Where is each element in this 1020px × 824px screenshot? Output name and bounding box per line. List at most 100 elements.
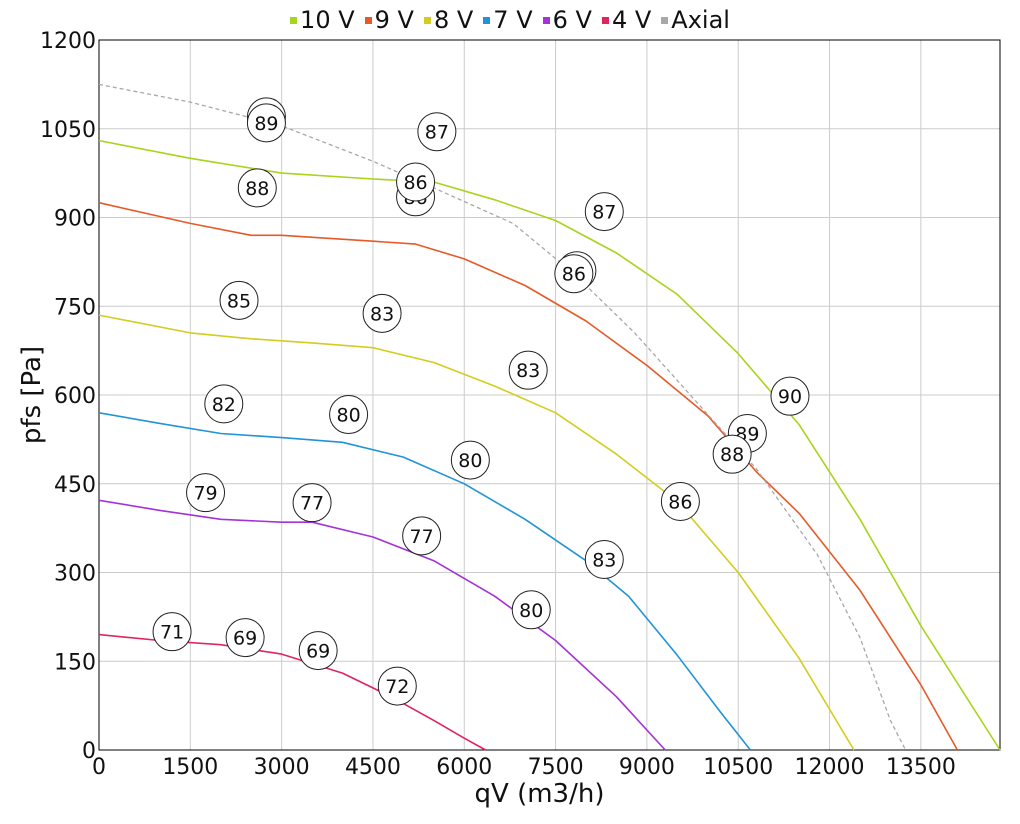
x-tick-label: 13500 (886, 755, 956, 780)
legend-item: 10 V (290, 6, 355, 34)
efficiency-label: 88 (245, 178, 269, 200)
efficiency-label: 72 (385, 676, 409, 698)
efficiency-label: 77 (300, 493, 324, 515)
efficiency-label: 71 (160, 622, 184, 644)
legend-swatch (423, 16, 431, 24)
efficiency-marker (292, 483, 332, 523)
legend-label: Axial (671, 6, 730, 34)
efficiency-label: 80 (458, 450, 482, 472)
efficiency-marker (712, 434, 752, 474)
efficiency-marker (186, 473, 226, 513)
efficiency-label: 86 (403, 172, 427, 194)
series-line-3 (98, 412, 752, 751)
efficiency-label: 88 (720, 444, 744, 466)
efficiency-marker (329, 395, 369, 435)
y-tick-label: 750 (54, 295, 96, 320)
efficiency-marker (246, 103, 286, 143)
x-tick-label: 10500 (703, 755, 773, 780)
legend-label: 7 V (493, 6, 533, 34)
legend-swatch (661, 16, 669, 24)
legend-swatch (542, 16, 550, 24)
efficiency-marker (554, 254, 594, 294)
efficiency-marker (396, 162, 436, 202)
x-tick-label: 7500 (528, 755, 584, 780)
series-line-4 (98, 499, 666, 751)
efficiency-marker (450, 440, 490, 480)
efficiency-marker (508, 350, 548, 390)
efficiency-label: 80 (337, 405, 361, 427)
legend-item: 9 V (364, 6, 414, 34)
legend-item: Axial (661, 6, 730, 34)
efficiency-marker (511, 590, 551, 630)
efficiency-label: 83 (516, 360, 540, 382)
efficiency-label: 87 (425, 122, 449, 144)
legend-item: 6 V (542, 6, 592, 34)
efficiency-label: 83 (370, 303, 394, 325)
y-axis-label: pfs [Pa] (17, 346, 47, 444)
series-line-6 (98, 83, 907, 751)
efficiency-marker (770, 376, 810, 416)
legend-label: 8 V (433, 6, 474, 34)
legend: 10 V 9 V 8 V 7 V 6 V 4 V Axial (0, 6, 1020, 34)
x-tick-label: 6000 (436, 755, 492, 780)
efficiency-marker (584, 192, 624, 232)
y-tick-label: 600 (54, 384, 96, 409)
legend-swatch (364, 16, 372, 24)
efficiency-marker (225, 618, 265, 658)
efficiency-marker (660, 482, 700, 521)
efficiency-label: 87 (592, 202, 616, 224)
legend-label: 4 V (611, 6, 652, 34)
efficiency-marker (417, 112, 457, 152)
efficiency-label: 82 (212, 394, 236, 416)
series-line-0 (98, 139, 1001, 751)
efficiency-marker (204, 384, 244, 424)
legend-swatch (601, 16, 609, 24)
legend-item: 4 V (601, 6, 652, 34)
efficiency-label: 90 (778, 386, 802, 408)
efficiency-label: 69 (233, 628, 257, 650)
x-tick-label: 4500 (345, 755, 401, 780)
efficiency-label: 86 (668, 492, 692, 514)
efficiency-label: 83 (592, 549, 616, 571)
y-tick-label: 150 (54, 650, 96, 675)
efficiency-label: 77 (410, 526, 434, 548)
plot-frame (98, 39, 1001, 751)
efficiency-label: 69 (306, 641, 330, 663)
y-tick-label: 0 (82, 739, 96, 764)
legend-label: 10 V (300, 6, 355, 34)
efficiency-marker (152, 612, 192, 652)
efficiency-label: 79 (193, 483, 217, 505)
legend-item: 7 V (483, 6, 533, 34)
efficiency-label: 85 (227, 290, 251, 312)
series-line-2 (98, 314, 855, 751)
efficiency-label: 89 (254, 113, 278, 135)
x-tick-label: 0 (92, 755, 106, 780)
efficiency-marker (362, 293, 402, 333)
y-tick-label: 1200 (40, 29, 96, 54)
x-tick-label: 12000 (795, 755, 865, 780)
legend-label: 6 V (552, 6, 592, 34)
y-tick-label: 450 (54, 473, 96, 498)
x-tick-label: 3000 (254, 755, 310, 780)
efficiency-marker (377, 666, 417, 706)
legend-item: 8 V (423, 6, 474, 34)
x-axis-label: qV (m3/h) (475, 779, 605, 809)
legend-swatch (290, 16, 298, 24)
efficiency-label: 86 (562, 264, 586, 286)
y-tick-label: 900 (54, 207, 96, 232)
efficiency-label: 80 (519, 600, 543, 622)
legend-swatch (483, 16, 491, 24)
legend-label: 9 V (374, 6, 414, 34)
y-tick-label: 1050 (40, 118, 96, 143)
x-tick-label: 9000 (619, 755, 675, 780)
efficiency-marker (298, 631, 338, 671)
x-tick-label: 1500 (162, 755, 218, 780)
series-line-1 (98, 201, 959, 751)
efficiency-marker (219, 280, 259, 320)
efficiency-marker (584, 539, 624, 579)
y-tick-label: 300 (54, 562, 96, 587)
efficiency-marker (402, 516, 442, 556)
efficiency-marker (237, 168, 277, 208)
